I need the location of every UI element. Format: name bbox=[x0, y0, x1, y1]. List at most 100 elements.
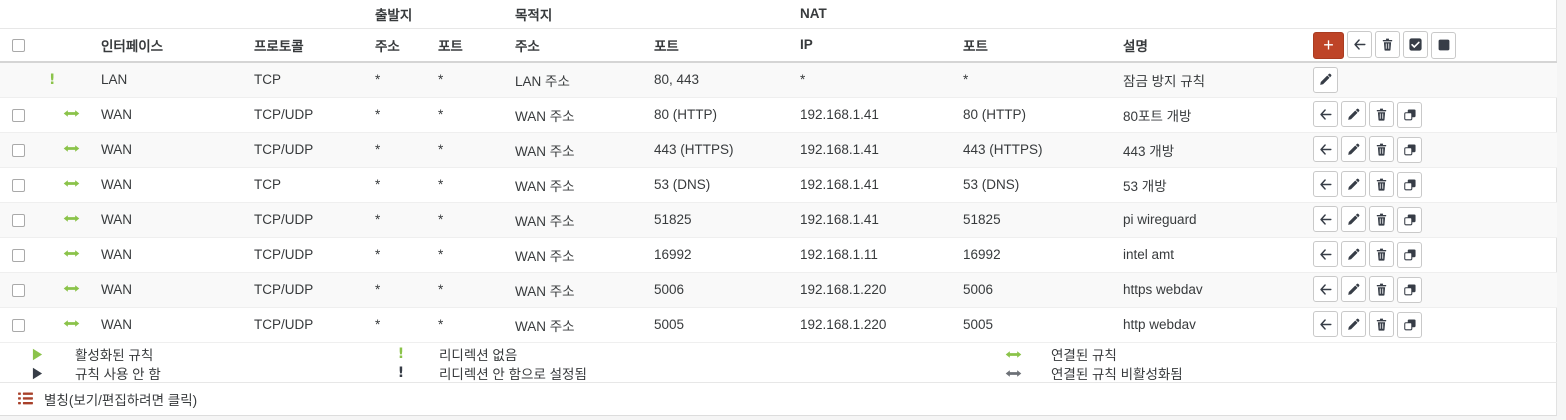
arrows-h-icon bbox=[63, 248, 80, 259]
legend-column-linked: 연결된 규칙 연결된 규칙 비활성화됨 bbox=[1004, 345, 1183, 383]
cell-nat-port: 16992 bbox=[960, 237, 1121, 273]
edit-rule-button[interactable] bbox=[1341, 241, 1367, 268]
edit-rule-button[interactable] bbox=[1341, 276, 1367, 303]
delete-rule-button[interactable] bbox=[1369, 206, 1395, 233]
trash-icon bbox=[1376, 143, 1387, 156]
arrows-h-icon bbox=[1005, 368, 1022, 379]
check-square-icon bbox=[1409, 38, 1422, 51]
nat-rule-row: WAN TCP/UDP * * WAN 주소 51825 192.168.1.41 51825… bbox=[0, 202, 1557, 238]
row-actions bbox=[1305, 272, 1557, 308]
cell-interface: WAN bbox=[98, 272, 251, 308]
delete-selected-button[interactable] bbox=[1375, 31, 1401, 58]
cell-nat-port: 5005 bbox=[960, 307, 1121, 343]
column-status bbox=[40, 28, 98, 63]
cell-src-address: * bbox=[372, 62, 435, 98]
arrow-left-icon bbox=[1353, 38, 1366, 51]
cell-dst-port: 80 (HTTP) bbox=[651, 97, 798, 133]
move-rule-button[interactable] bbox=[1313, 276, 1339, 303]
row-checkbox[interactable] bbox=[12, 248, 25, 262]
copy-icon bbox=[1403, 144, 1416, 156]
edit-rule-button[interactable] bbox=[1313, 66, 1339, 93]
legend-item: ! 리디렉션 안 함으로 설정됨 bbox=[392, 364, 587, 383]
legend-item: 연결된 규칙 bbox=[1004, 345, 1183, 364]
row-checkbox[interactable] bbox=[12, 213, 25, 227]
cell-src-address: * bbox=[372, 202, 435, 238]
move-rule-button[interactable] bbox=[1313, 241, 1339, 268]
cell-src-port: * bbox=[435, 202, 513, 238]
play-icon bbox=[32, 348, 43, 361]
edit-rule-button[interactable] bbox=[1341, 311, 1367, 338]
legend-item: 규칙 사용 안 함 bbox=[28, 364, 161, 383]
edit-rule-button[interactable] bbox=[1341, 136, 1367, 163]
cell-protocol: TCP/UDP bbox=[251, 202, 372, 238]
legend-label: 활성화된 규칙 bbox=[75, 348, 154, 363]
row-checkbox[interactable] bbox=[12, 318, 25, 332]
copy-rule-button[interactable] bbox=[1397, 241, 1423, 268]
delete-rule-button[interactable] bbox=[1369, 136, 1395, 163]
cell-src-port: * bbox=[435, 132, 513, 168]
copy-rule-button[interactable] bbox=[1397, 171, 1423, 198]
legend-label: 리디렉션 안 함으로 설정됨 bbox=[439, 367, 587, 382]
column-nat-port: 포트 bbox=[960, 28, 1121, 63]
move-rule-button[interactable] bbox=[1313, 101, 1339, 128]
move-selected-button[interactable] bbox=[1347, 31, 1373, 58]
select-all-checkbox[interactable] bbox=[12, 39, 25, 53]
edit-rule-button[interactable] bbox=[1341, 101, 1367, 128]
row-checkbox[interactable] bbox=[12, 143, 25, 157]
aliases-link-row[interactable]: 별칭(보기/편집하려면 클릭) bbox=[0, 382, 1556, 415]
delete-rule-button[interactable] bbox=[1369, 241, 1395, 268]
delete-rule-button[interactable] bbox=[1369, 101, 1395, 128]
column-dst-address: 주소 bbox=[512, 28, 652, 63]
copy-rule-button[interactable] bbox=[1397, 136, 1423, 163]
row-actions bbox=[1305, 62, 1557, 98]
nat-rule-row: ! LAN TCP * * LAN 주소 80, 443 * * 잠금 방지 규칙 bbox=[0, 62, 1557, 98]
move-rule-button[interactable] bbox=[1313, 206, 1339, 233]
copy-rule-button[interactable] bbox=[1397, 311, 1423, 338]
move-rule-button[interactable] bbox=[1313, 171, 1339, 198]
cell-nat-ip: * bbox=[797, 62, 961, 98]
cell-protocol: TCP/UDP bbox=[251, 307, 372, 343]
edit-rule-button[interactable] bbox=[1341, 171, 1367, 198]
add-rule-button[interactable]: + bbox=[1313, 31, 1345, 59]
cell-src-port: * bbox=[435, 62, 513, 98]
trash-icon bbox=[1376, 108, 1387, 121]
copy-rule-button[interactable] bbox=[1397, 101, 1423, 128]
legend-label: 규칙 사용 안 함 bbox=[75, 367, 161, 382]
arrows-h-icon bbox=[63, 318, 80, 329]
trash-icon bbox=[1376, 248, 1387, 261]
arrow-left-icon bbox=[1319, 248, 1332, 261]
column-dst-port: 포트 bbox=[651, 28, 798, 63]
move-rule-button[interactable] bbox=[1313, 136, 1339, 163]
column-nat-ip: IP bbox=[797, 28, 961, 63]
delete-rule-button[interactable] bbox=[1369, 171, 1395, 198]
copy-rule-button[interactable] bbox=[1397, 206, 1423, 233]
legend-item: ! 리디렉션 없음 bbox=[392, 345, 587, 364]
arrow-left-icon bbox=[1319, 213, 1332, 226]
cell-src-port: * bbox=[435, 97, 513, 133]
cell-nat-ip: 192.168.1.220 bbox=[797, 307, 961, 343]
copy-rule-button[interactable] bbox=[1397, 276, 1423, 303]
edit-rule-button[interactable] bbox=[1341, 206, 1367, 233]
select-all-button[interactable] bbox=[1431, 31, 1457, 59]
cell-dst-address: WAN 주소 bbox=[512, 97, 652, 133]
cell-dst-address: WAN 주소 bbox=[512, 307, 652, 343]
toggle-selected-button[interactable] bbox=[1403, 31, 1429, 58]
copy-icon bbox=[1403, 109, 1416, 121]
move-rule-button[interactable] bbox=[1313, 311, 1339, 338]
delete-rule-button[interactable] bbox=[1369, 311, 1395, 338]
cell-description: 80포트 개방 bbox=[1120, 97, 1306, 133]
list-icon bbox=[18, 392, 33, 405]
row-checkbox[interactable] bbox=[12, 108, 25, 122]
row-checkbox[interactable] bbox=[12, 283, 25, 297]
delete-rule-button[interactable] bbox=[1369, 276, 1395, 303]
cell-dst-port: 5005 bbox=[651, 307, 798, 343]
exclamation-icon: ! bbox=[397, 365, 405, 381]
play-icon bbox=[32, 367, 43, 380]
cell-src-address: * bbox=[372, 237, 435, 273]
row-checkbox[interactable] bbox=[12, 178, 25, 192]
cell-nat-ip: 192.168.1.41 bbox=[797, 202, 961, 238]
arrows-h-icon bbox=[1005, 349, 1022, 360]
cell-src-address: * bbox=[372, 167, 435, 203]
group-header-destination: 목적지 bbox=[512, 0, 798, 29]
